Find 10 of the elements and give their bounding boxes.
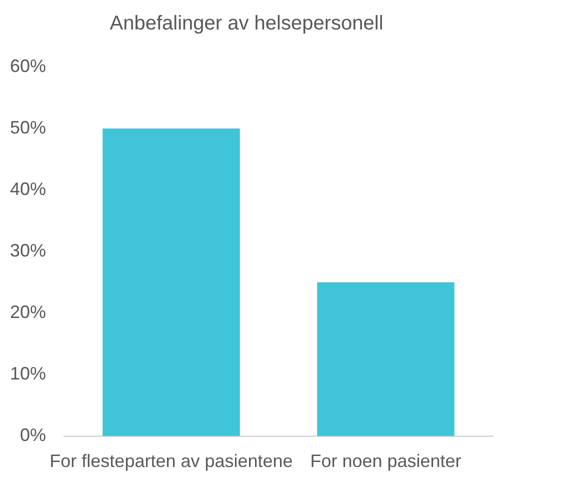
chart-title: Anbefalinger av helsepersonell	[110, 12, 384, 35]
x-tick-label: For noen pasienter	[310, 450, 462, 471]
y-tick-label: 40%	[10, 178, 46, 199]
y-tick-label: 0%	[20, 424, 46, 445]
y-tick-label: 50%	[10, 117, 46, 138]
y-tick-label: 30%	[10, 240, 46, 260]
y-tick-label: 60%	[10, 56, 46, 76]
y-tick-label: 10%	[10, 363, 46, 384]
y-tick-label: 20%	[10, 302, 46, 322]
x-tick-label: For flesteparten av pasientene	[50, 450, 293, 471]
